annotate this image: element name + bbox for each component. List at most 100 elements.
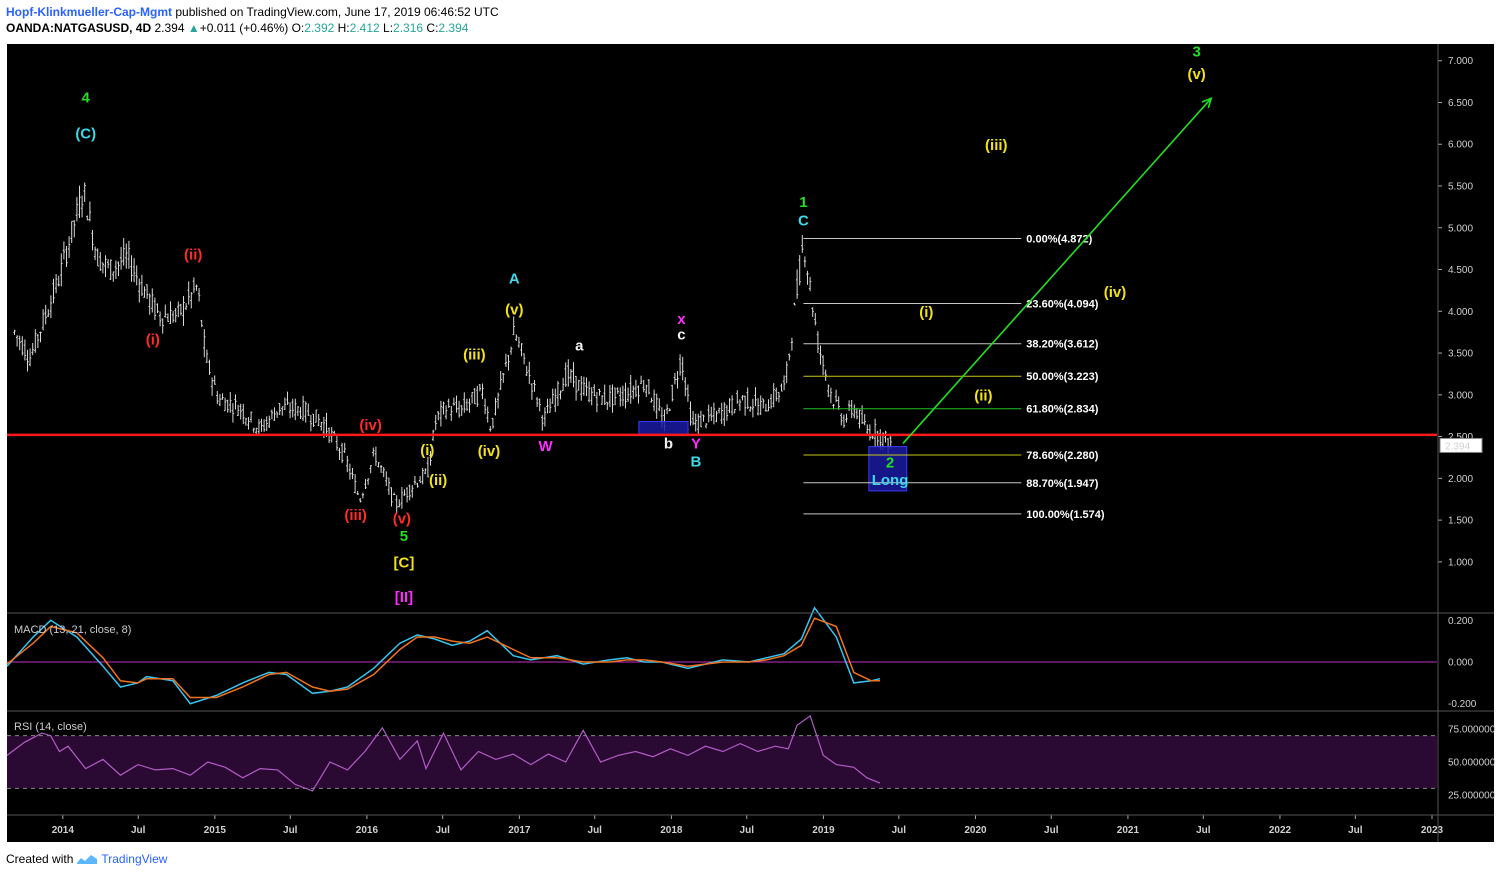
time-axis-label: Jul — [435, 825, 450, 836]
projection-arrow — [902, 97, 1212, 444]
wave-label: (ii) — [974, 388, 992, 405]
wave-label: (i) — [919, 304, 933, 321]
rsi-pane[interactable]: 75.000000 50.000000 25.000000 RSI (14, clos… — [6, 714, 1496, 801]
price-axis-label: 6.000 — [1448, 140, 1473, 151]
price-axis-label: 3.000 — [1448, 390, 1473, 401]
current-price-label: 2.394 — [1445, 441, 1470, 452]
price-axis-label: 3.500 — [1448, 349, 1473, 360]
wave-label: Y — [691, 435, 701, 452]
time-axis-label: 2020 — [964, 825, 987, 836]
symbol-line: OANDA:NATGASUSD, 4D 2.394 ▲+0.011 (+0.46… — [6, 20, 499, 36]
wave-label: (iii) — [463, 347, 486, 364]
rsi-title: RSI (14, close) — [14, 721, 87, 733]
wave-label: 5 — [400, 528, 408, 545]
price-axis-label: 5.000 — [1448, 223, 1473, 234]
wave-label: A — [509, 271, 520, 288]
macd-pane[interactable]: 0.200 0.000 -0.200 MACD (13, 21, close, 8) — [6, 606, 1477, 711]
current-price-tag — [1439, 437, 1483, 453]
wave-label: (v) — [505, 302, 523, 319]
time-axis-label: 2014 — [52, 825, 75, 836]
created-with-label: Created with — [6, 852, 74, 866]
wave-label: Long — [872, 472, 909, 489]
rsi-band — [7, 735, 1437, 789]
footer: Created with TradingView — [6, 852, 167, 866]
fib-level-label: 50.00%(3.223) — [1026, 371, 1098, 383]
macd-axis-label: -0.200 — [1448, 699, 1477, 710]
fib-level-label: 61.80%(2.834) — [1026, 404, 1098, 416]
price-pane[interactable]: 1.000 1.500 2.000 2.500 3.000 3.500 4.000 4.500… — [7, 44, 1483, 606]
price-axis-label: 1.000 — [1448, 557, 1473, 568]
macd-title: MACD (13, 21, close, 8) — [14, 624, 131, 636]
price-axis-label: 5.500 — [1448, 182, 1473, 193]
wave-label: 4 — [82, 89, 91, 106]
signal-line — [6, 617, 880, 699]
low-label: L: — [383, 21, 394, 35]
time-axis-label: Jul — [588, 825, 603, 836]
low-value: 2.316 — [393, 21, 424, 35]
close-value: 2.394 — [438, 21, 469, 35]
wave-label: c — [677, 327, 685, 344]
close-label: C: — [426, 21, 439, 35]
wave-label: 3 — [1192, 44, 1200, 61]
macd-line — [6, 606, 881, 705]
rsi-line — [6, 714, 881, 792]
wave-label: [C] — [394, 555, 415, 572]
price-axis-label: 1.500 — [1448, 516, 1473, 527]
high-label: H: — [337, 21, 350, 35]
wave-label: (v) — [393, 510, 411, 527]
price-axis-label: 4.500 — [1448, 265, 1473, 276]
price-axis-label: 6.500 — [1448, 98, 1473, 109]
high-value: 2.412 — [349, 21, 380, 35]
chart-header: Hopf-Klinkmueller-Cap-Mgmt published on … — [6, 4, 499, 36]
up-arrow-icon: ▲ — [187, 21, 200, 35]
time-axis-label: 2022 — [1269, 825, 1292, 836]
time-axis-label: 2023 — [1421, 825, 1444, 836]
time-axis-label: Jul — [1044, 825, 1059, 836]
rsi-axis-label: 75.000000 — [1448, 725, 1496, 736]
time-axis-label: Jul — [1348, 825, 1363, 836]
publish-line: Hopf-Klinkmueller-Cap-Mgmt published on … — [6, 4, 499, 20]
symbol-name: OANDA:NATGASUSD, 4D — [6, 21, 152, 35]
blue-zone-box — [868, 446, 908, 492]
wave-label: b — [664, 435, 673, 452]
wave-label: (iii) — [344, 507, 367, 524]
tradingview-brand[interactable]: TradingView — [101, 852, 168, 866]
time-axis-label: 2019 — [812, 825, 835, 836]
wave-label: (v) — [1187, 66, 1205, 83]
wave-label: B — [691, 454, 702, 471]
fib-level-label: 0.00%(4.872) — [1026, 233, 1092, 245]
time-axis-label: 2021 — [1117, 825, 1140, 836]
time-axis-label: 2018 — [660, 825, 683, 836]
wave-label: W — [539, 438, 554, 455]
wave-label: (i) — [420, 442, 434, 459]
time-axis-label: Jul — [740, 825, 755, 836]
wave-label: a — [575, 338, 584, 355]
wave-label: (iv) — [359, 417, 382, 434]
wave-label: x — [677, 311, 686, 328]
rsi-axis-label: 25.000000 — [1448, 790, 1496, 801]
pane-dividers[interactable] — [7, 44, 1494, 842]
fib-level-label: 78.60%(2.280) — [1026, 450, 1098, 462]
wave-label: (iv) — [1104, 284, 1127, 301]
rsi-axis-label: 50.000000 — [1448, 758, 1496, 769]
price-axis-label: 4.000 — [1448, 307, 1473, 318]
price-axis-label: 2.500 — [1448, 432, 1473, 443]
fib-level-label: 88.70%(1.947) — [1026, 478, 1098, 490]
time-axis-label: Jul — [1196, 825, 1211, 836]
time-axis-label: Jul — [131, 825, 146, 836]
projection-arrowhead — [1201, 96, 1213, 109]
price-axis-label: 7.000 — [1448, 56, 1473, 67]
time-axis[interactable]: 2014 Jul 2015 Jul 2016 Jul 2017 Jul 2018 Jul 2019 J… — [52, 815, 1444, 836]
tradingview-logo-icon — [77, 855, 98, 864]
author-link[interactable]: Hopf-Klinkmueller-Cap-Mgmt — [6, 5, 172, 19]
price-change: +0.011 (+0.46%) — [199, 21, 289, 35]
fib-level-label: 23.60%(4.094) — [1026, 298, 1098, 310]
blue-zone-box — [638, 421, 689, 436]
time-axis-label: 2015 — [204, 825, 227, 836]
wave-label: (C) — [75, 125, 96, 142]
fib-level-label: 100.00%(1.574) — [1026, 509, 1105, 521]
last-price: 2.394 — [154, 21, 185, 35]
wave-label: (iv) — [478, 443, 501, 460]
macd-axis-label: 0.200 — [1448, 616, 1473, 627]
